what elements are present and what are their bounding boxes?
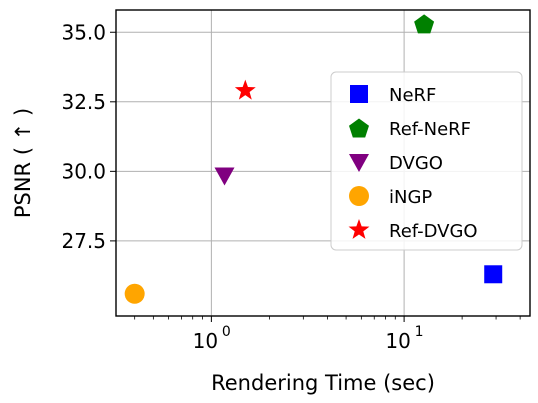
data-point-dvgo xyxy=(214,167,235,186)
legend-marker-ref-nerf xyxy=(349,118,369,138)
legend-label-ref-dvgo: Ref-DVGO xyxy=(389,221,478,242)
legend-marker-dvgo xyxy=(349,154,369,172)
x-axis-ticks: 10 0 10 1 xyxy=(134,316,521,353)
legend-label-nerf: NeRF xyxy=(389,85,436,106)
y-axis-ticks: 27.5 30.0 32.5 35.0 xyxy=(61,20,116,253)
legend-marker-ingp xyxy=(349,186,369,206)
x-tick-label: 10 xyxy=(385,329,410,353)
plot-frame xyxy=(115,9,531,317)
legend-label-ref-nerf: Ref-NeRF xyxy=(389,119,471,140)
x-tick-exponent: 0 xyxy=(222,324,231,340)
legend-marker-nerf xyxy=(350,85,368,103)
y-tick-label: 35.0 xyxy=(61,20,106,44)
x-tick-label: 10 xyxy=(193,329,218,353)
x-axis-label: Rendering Time (sec) xyxy=(211,371,435,395)
legend-label-dvgo: DVGO xyxy=(389,153,443,174)
legend-marker-ref-dvgo xyxy=(348,219,370,239)
data-point-ref-dvgo xyxy=(234,79,256,100)
legend-label-ingp: iNGP xyxy=(389,187,432,208)
legend: NeRF Ref-NeRF DVGO iNGP Ref-DVGO xyxy=(330,71,523,251)
legend-box xyxy=(330,71,523,251)
data-point-ingp xyxy=(124,283,145,304)
data-point-nerf xyxy=(484,265,503,284)
y-tick-label: 27.5 xyxy=(61,229,106,253)
x-tick-exponent: 1 xyxy=(415,324,424,340)
y-axis-label: PSNR ( ↑ ) xyxy=(11,108,35,218)
y-tick-label: 30.0 xyxy=(61,159,106,183)
data-point-ref-nerf xyxy=(414,14,435,34)
data-points xyxy=(124,14,503,304)
y-tick-label: 32.5 xyxy=(61,90,106,114)
